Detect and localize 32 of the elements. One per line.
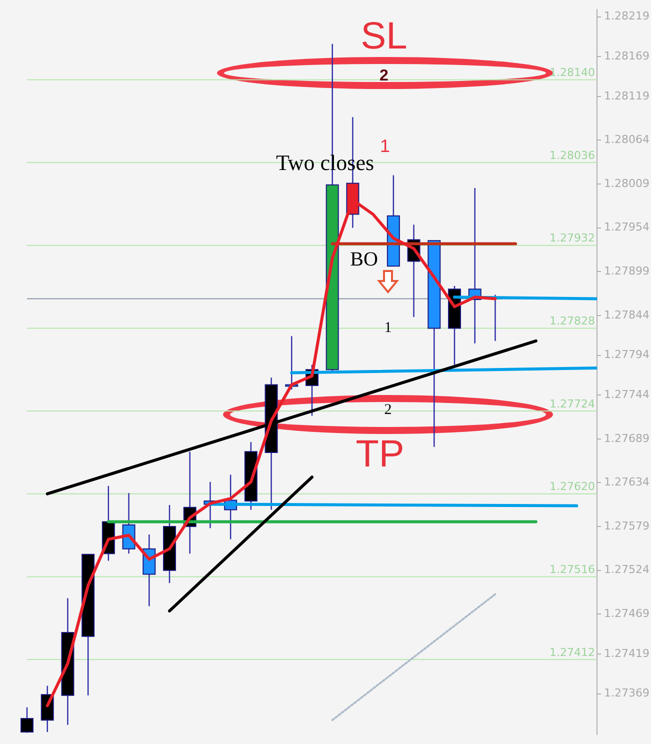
y-tick-label: 1.28119 (604, 89, 650, 102)
y-tick-label: 1.27419 (604, 646, 650, 660)
annotation: TP (356, 433, 404, 476)
y-tick-label: 1.27844 (604, 308, 650, 322)
ref-line-label: 1.27620 (550, 480, 595, 494)
y-tick-label: 1.28064 (604, 133, 650, 146)
y-tick-label: 1.28219 (604, 10, 650, 23)
y-tick-label: 1.27579 (604, 519, 650, 532)
annotation: 1 (384, 320, 392, 336)
ref-line-label: 1.28140 (550, 66, 595, 80)
ref-line-label: 1.27724 (550, 397, 595, 410)
ref-line-label: 1.28036 (550, 148, 595, 162)
y-tick-label: 1.28009 (604, 176, 650, 190)
annotation: 2 (380, 67, 389, 84)
ref-line-label: 1.27412 (550, 646, 595, 659)
y-tick-label: 1.27524 (604, 563, 650, 576)
y-tick-label: 1.27469 (604, 606, 650, 620)
annotation: BO (350, 248, 378, 270)
y-tick-label: 1.27369 (604, 686, 650, 700)
ref-line-label: 1.27828 (550, 314, 595, 328)
y-tick-label: 1.27634 (604, 476, 650, 489)
ref-line-label: 1.27932 (550, 232, 595, 245)
y-tick-label: 1.27954 (604, 220, 650, 234)
y-tick-label: 1.27689 (604, 432, 650, 445)
y-tick-label: 1.27744 (604, 388, 650, 401)
y-tick-label: 1.27794 (604, 348, 650, 362)
annotation: 1 (380, 136, 390, 156)
annotation: 2 (384, 402, 392, 418)
annotation: SL (360, 15, 408, 58)
ref-line-label: 1.27516 (550, 563, 595, 576)
y-tick-label: 1.28169 (604, 49, 650, 62)
y-tick-label: 1.27899 (604, 264, 650, 278)
